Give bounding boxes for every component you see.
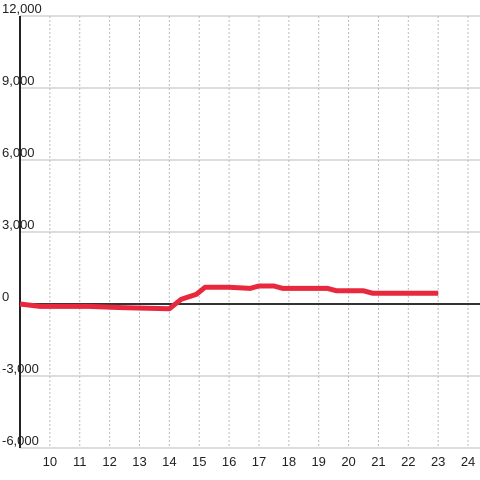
- x-tick-label: 19: [311, 454, 325, 469]
- x-tick-label: 12: [102, 454, 116, 469]
- x-tick-label: 20: [341, 454, 355, 469]
- x-tick-label: 21: [371, 454, 385, 469]
- x-tick-label: 22: [401, 454, 415, 469]
- x-tick-label: 11: [73, 454, 87, 469]
- x-tick-label: 14: [162, 454, 176, 469]
- x-tick-label: 10: [43, 454, 57, 469]
- y-tick-label: 6,000: [2, 145, 35, 160]
- y-tick-label: 9,000: [2, 73, 35, 88]
- x-tick-label: 17: [252, 454, 266, 469]
- x-tick-label: 24: [461, 454, 475, 469]
- y-tick-label: 3,000: [2, 217, 35, 232]
- x-tick-label: 13: [132, 454, 146, 469]
- x-tick-label: 16: [222, 454, 236, 469]
- y-tick-label: 0: [2, 289, 9, 304]
- x-tick-label: 15: [192, 454, 206, 469]
- x-tick-label: 18: [282, 454, 296, 469]
- y-tick-label: 12,000: [2, 1, 42, 16]
- x-tick-label: 23: [431, 454, 445, 469]
- series-line: [19, 283, 439, 312]
